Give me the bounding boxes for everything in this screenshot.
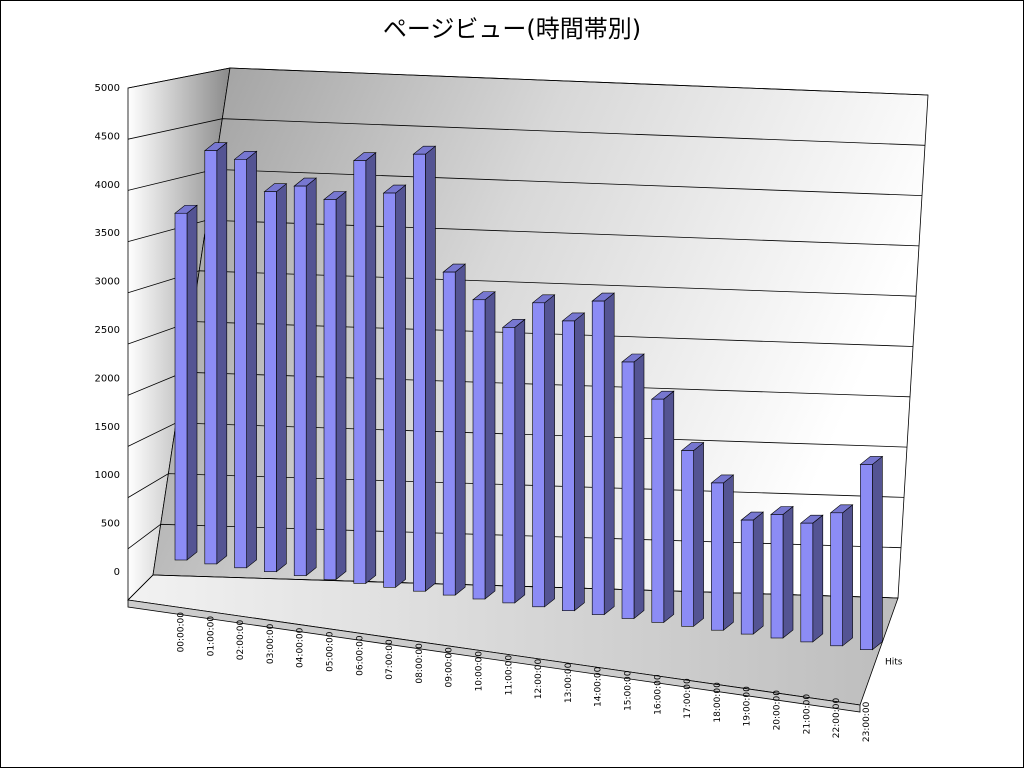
series-label: Hits — [885, 658, 903, 668]
bar — [413, 153, 426, 592]
y-tick-label: 1500 — [95, 422, 120, 433]
y-tick-label: 4500 — [95, 131, 120, 142]
bar-side — [723, 474, 734, 631]
bar-side — [425, 145, 436, 592]
bar — [204, 150, 218, 565]
x-tick-label: 01:00:00 — [206, 616, 216, 657]
x-tick-label: 11:00:00 — [504, 655, 514, 696]
x-tick-label: 23:00:00 — [862, 701, 872, 742]
bar-side — [842, 504, 853, 647]
y-tick-label: 5000 — [95, 83, 120, 94]
bar-side — [812, 514, 824, 643]
y-tick-label: 4000 — [95, 180, 120, 191]
bar — [621, 361, 635, 619]
x-tick-label: 14:00:00 — [594, 666, 604, 707]
y-tick-label: 2000 — [95, 373, 120, 384]
x-tick-label: 19:00:00 — [743, 686, 753, 727]
x-tick-label: 18:00:00 — [713, 682, 723, 723]
x-tick-label: 00:00:00 — [177, 612, 187, 653]
bar — [293, 185, 307, 576]
x-tick-label: 17:00:00 — [683, 678, 693, 719]
bar-side — [216, 142, 228, 565]
bar — [383, 192, 396, 588]
bar-side — [574, 312, 585, 612]
bar — [353, 160, 367, 584]
y-tick-label: 2500 — [95, 325, 120, 336]
bar-side — [693, 441, 704, 627]
grid-line — [127, 67, 929, 96]
bar-side — [305, 177, 317, 577]
y-tick-label: 3000 — [95, 277, 120, 288]
bar — [711, 482, 724, 631]
bar — [174, 212, 188, 561]
chart-title: ページビュー(時間帯別) — [383, 15, 641, 43]
bar — [591, 300, 605, 615]
floor-edge — [127, 599, 861, 713]
x-tick-label: 05:00:00 — [326, 631, 336, 672]
bar — [442, 271, 456, 596]
y-tick-label: 500 — [101, 519, 120, 530]
bar-side — [633, 353, 645, 620]
x-tick-label: 22:00:00 — [832, 698, 842, 739]
grid-line — [127, 118, 926, 146]
bar — [532, 302, 545, 608]
x-tick-label: 09:00:00 — [445, 647, 455, 688]
bar-side — [752, 511, 764, 635]
x-tick-label: 08:00:00 — [415, 643, 425, 684]
bar-side — [276, 183, 287, 573]
x-tick-label: 13:00:00 — [564, 662, 574, 703]
bar-side — [514, 318, 526, 604]
x-tick-label: 07:00:00 — [385, 639, 395, 680]
y-tick-label: 0 — [114, 567, 120, 578]
bar — [264, 191, 277, 572]
x-tick-label: 06:00:00 — [355, 635, 365, 676]
x-tick-label: 10:00:00 — [475, 651, 485, 692]
bar-side — [663, 390, 675, 624]
x-tick-label: 16:00:00 — [653, 674, 663, 715]
bar-side — [484, 291, 496, 600]
bar — [860, 464, 873, 651]
bar — [562, 320, 575, 612]
bar — [740, 519, 754, 635]
bar — [502, 327, 516, 604]
bar-side — [544, 294, 555, 608]
bar-side — [365, 152, 377, 585]
bar-side — [246, 150, 257, 569]
bar — [651, 398, 665, 623]
bar-side — [872, 455, 883, 651]
bar — [830, 512, 843, 647]
bar — [681, 450, 694, 627]
bar-side — [603, 292, 615, 616]
grid-line — [127, 574, 899, 601]
x-tick-label: 04:00:00 — [296, 627, 306, 668]
x-tick-label: 02:00:00 — [236, 620, 246, 661]
x-tick-label: 21:00:00 — [802, 694, 812, 735]
x-tick-label: 03:00:00 — [266, 623, 276, 664]
x-tick-label: 20:00:00 — [773, 690, 783, 731]
x-tick-label: 15:00:00 — [624, 670, 634, 711]
bar-side — [335, 190, 347, 581]
y-tick-label: 1000 — [95, 470, 120, 481]
bar — [472, 299, 486, 600]
y-tick-label: 3500 — [95, 228, 120, 239]
bar-side — [395, 184, 406, 588]
bar — [800, 522, 814, 643]
x-tick-label: 12:00:00 — [534, 659, 544, 700]
bar-side — [186, 204, 198, 561]
bar-side — [454, 263, 466, 596]
grid-line — [127, 270, 917, 297]
bar — [323, 199, 337, 580]
bar-side — [782, 505, 794, 639]
bar — [234, 159, 247, 569]
bar — [770, 514, 784, 639]
plot: 0 500 1000 1500 2000 2500 3000 3500 4000 4500 5000… — [95, 67, 929, 742]
